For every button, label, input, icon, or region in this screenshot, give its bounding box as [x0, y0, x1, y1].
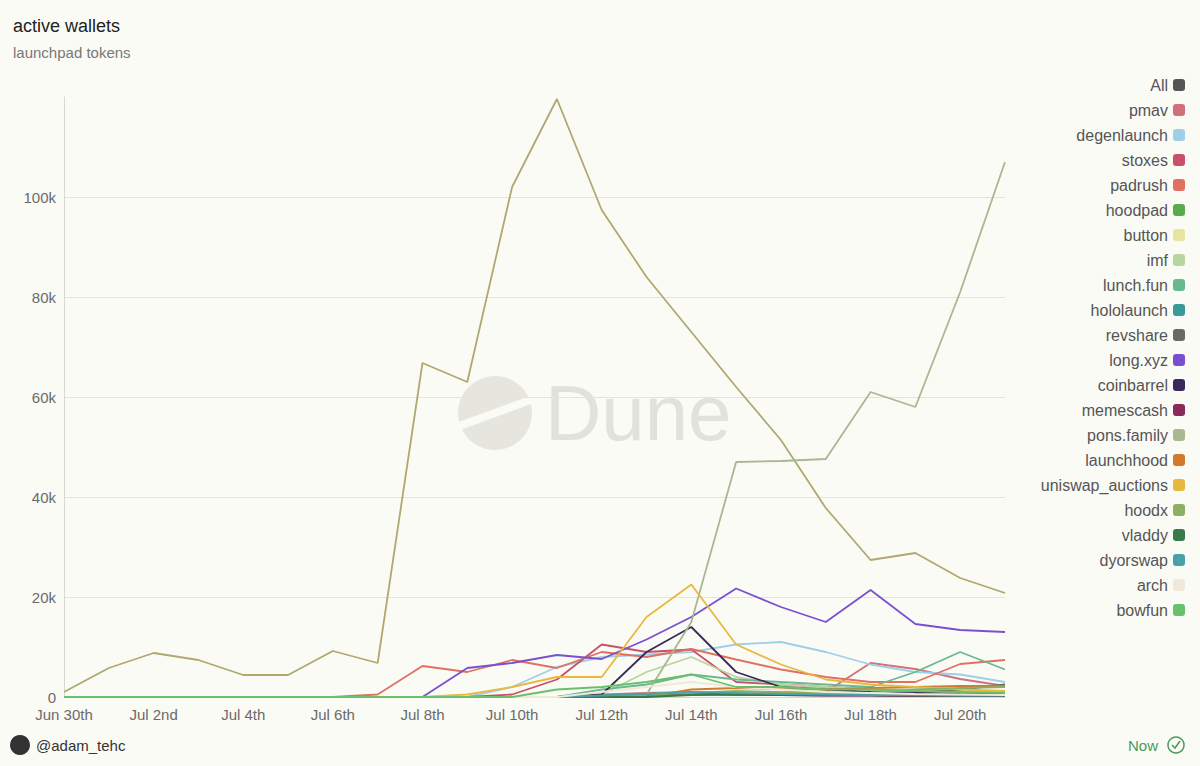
- svg-text:Jul 2nd: Jul 2nd: [129, 706, 177, 723]
- svg-text:long.xyz: long.xyz: [1109, 352, 1168, 369]
- svg-text:20k: 20k: [32, 589, 57, 606]
- svg-text:uniswap_auctions: uniswap_auctions: [1041, 477, 1168, 495]
- svg-text:launchhood: launchhood: [1085, 452, 1168, 469]
- svg-text:active wallets: active wallets: [13, 16, 120, 36]
- svg-text:stoxes: stoxes: [1122, 152, 1168, 169]
- svg-text:Jul 12th: Jul 12th: [575, 706, 628, 723]
- svg-text:All: All: [1150, 77, 1168, 94]
- svg-text:vladdy: vladdy: [1122, 527, 1168, 544]
- svg-text:coinbarrel: coinbarrel: [1098, 377, 1168, 394]
- svg-text:hoodx: hoodx: [1124, 502, 1168, 519]
- svg-text:arch: arch: [1137, 577, 1168, 594]
- svg-text:pmav: pmav: [1129, 102, 1168, 119]
- svg-text:imf: imf: [1147, 252, 1169, 269]
- svg-text:hoodpad: hoodpad: [1106, 202, 1168, 219]
- svg-text:dyorswap: dyorswap: [1100, 552, 1169, 569]
- svg-text:degenlaunch: degenlaunch: [1076, 127, 1168, 144]
- svg-text:Jul 10th: Jul 10th: [486, 706, 539, 723]
- svg-text:padrush: padrush: [1110, 177, 1168, 194]
- svg-text:Jul 6th: Jul 6th: [311, 706, 355, 723]
- svg-text:Jun 30th: Jun 30th: [35, 706, 93, 723]
- svg-text:100k: 100k: [23, 189, 56, 206]
- svg-text:@adam_tehc: @adam_tehc: [36, 737, 126, 754]
- svg-text:Jul 18th: Jul 18th: [844, 706, 897, 723]
- svg-text:revshare: revshare: [1106, 327, 1168, 344]
- svg-text:Dune: Dune: [545, 369, 731, 457]
- svg-text:pons.family: pons.family: [1087, 427, 1168, 444]
- svg-text:Jul 4th: Jul 4th: [221, 706, 265, 723]
- svg-text:Jul 8th: Jul 8th: [400, 706, 444, 723]
- svg-text:launchpad tokens: launchpad tokens: [13, 44, 131, 61]
- svg-text:memescash: memescash: [1082, 402, 1168, 419]
- svg-text:Jul 16th: Jul 16th: [755, 706, 808, 723]
- svg-text:Jul 20th: Jul 20th: [934, 706, 987, 723]
- svg-text:bowfun: bowfun: [1116, 602, 1168, 619]
- svg-text:button: button: [1124, 227, 1168, 244]
- svg-text:hololaunch: hololaunch: [1091, 302, 1168, 319]
- svg-text:Now: Now: [1128, 737, 1158, 754]
- svg-text:Jul 14th: Jul 14th: [665, 706, 718, 723]
- svg-text:0: 0: [48, 689, 56, 706]
- svg-text:lunch.fun: lunch.fun: [1103, 277, 1168, 294]
- svg-text:40k: 40k: [32, 489, 57, 506]
- svg-text:80k: 80k: [32, 289, 57, 306]
- svg-text:60k: 60k: [32, 389, 57, 406]
